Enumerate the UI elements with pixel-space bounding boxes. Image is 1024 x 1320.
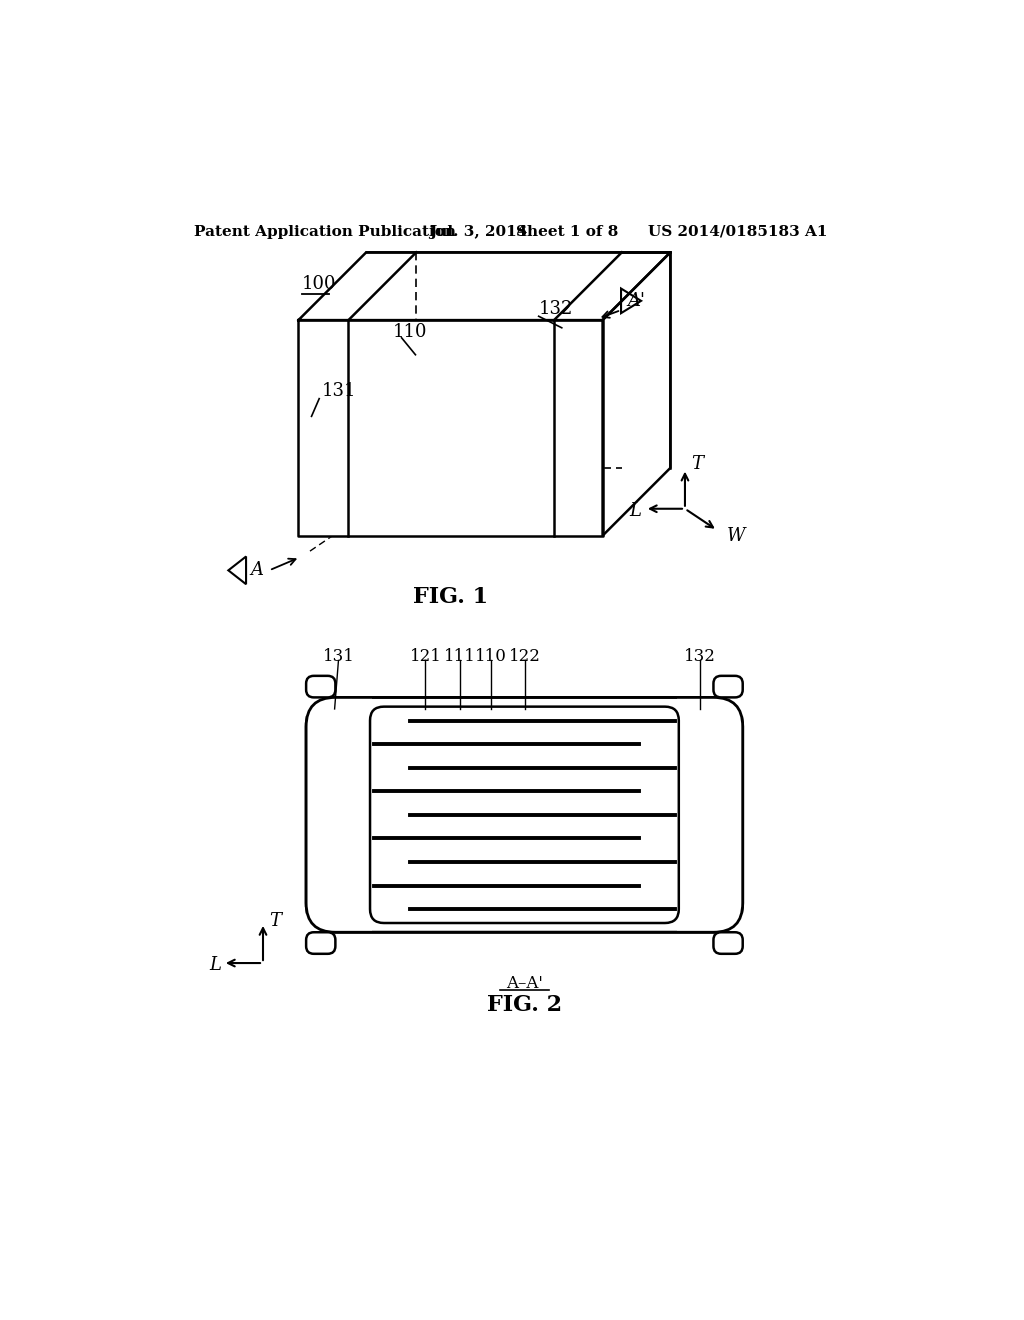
FancyBboxPatch shape xyxy=(306,676,336,697)
FancyBboxPatch shape xyxy=(370,706,679,923)
Text: 122: 122 xyxy=(509,648,541,665)
FancyBboxPatch shape xyxy=(306,697,742,932)
Text: Patent Application Publication: Patent Application Publication xyxy=(194,224,456,239)
Text: 110: 110 xyxy=(392,322,427,341)
Text: L: L xyxy=(629,502,641,520)
Text: 132: 132 xyxy=(684,648,717,665)
Polygon shape xyxy=(298,321,602,536)
FancyBboxPatch shape xyxy=(714,932,742,954)
Text: L: L xyxy=(209,957,221,974)
Polygon shape xyxy=(298,252,671,536)
Text: 131: 131 xyxy=(323,648,354,665)
Text: Sheet 1 of 8: Sheet 1 of 8 xyxy=(515,224,617,239)
Text: A–A': A–A' xyxy=(506,974,544,991)
Text: A': A' xyxy=(628,292,645,310)
Text: 111: 111 xyxy=(444,648,476,665)
Text: 110: 110 xyxy=(475,648,507,665)
Text: FIG. 2: FIG. 2 xyxy=(487,994,562,1016)
Text: 131: 131 xyxy=(322,381,356,400)
Text: 121: 121 xyxy=(410,648,441,665)
Polygon shape xyxy=(306,697,372,932)
Polygon shape xyxy=(677,697,742,932)
Text: FIG. 1: FIG. 1 xyxy=(413,586,487,609)
Text: US 2014/0185183 A1: US 2014/0185183 A1 xyxy=(648,224,827,239)
FancyBboxPatch shape xyxy=(306,932,336,954)
Text: W: W xyxy=(727,527,745,545)
Text: 132: 132 xyxy=(539,300,573,318)
Polygon shape xyxy=(298,252,671,321)
Text: A: A xyxy=(250,561,263,579)
Text: T: T xyxy=(691,455,703,473)
Polygon shape xyxy=(602,252,671,536)
Text: 100: 100 xyxy=(301,275,336,293)
Text: T: T xyxy=(269,912,282,929)
FancyBboxPatch shape xyxy=(714,676,742,697)
Text: Jul. 3, 2014: Jul. 3, 2014 xyxy=(429,224,527,239)
